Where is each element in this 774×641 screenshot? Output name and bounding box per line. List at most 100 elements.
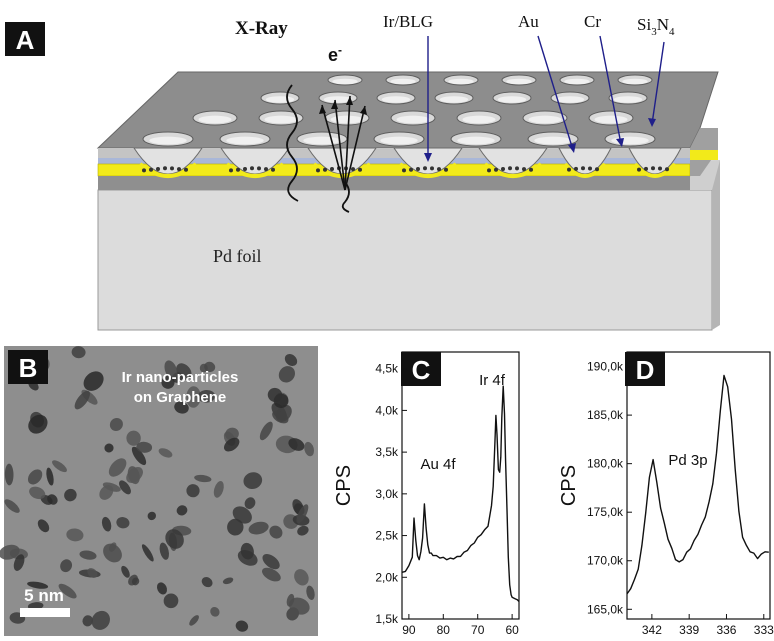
membrane-hole-inner [613,96,643,103]
tem-particle [240,542,254,560]
panel-a: A [5,12,720,331]
tem-particle [126,430,141,446]
membrane-hole-inner [390,78,416,85]
panel-d-badge-bg [625,352,665,386]
front-hole-gold-rim [633,162,677,178]
graphene-layer [98,176,690,190]
tem-particle [4,499,20,513]
ir-particle-dot [595,167,599,172]
tem-particle [82,615,93,627]
tem-particle [108,458,127,477]
peak-annotation: Pd 3p [668,452,707,469]
tem-particle [91,610,110,630]
x-axis-label: BE (eV) [425,639,495,641]
tem-particle [235,620,249,632]
ir-particle-dot [567,167,571,172]
ir-particle-dot [529,167,533,172]
membrane-hole-inner [332,78,358,85]
ir-particle-dot [149,167,153,172]
tem-particle [27,469,43,485]
ir-particle-dot [487,168,491,173]
xray-wave [286,84,299,202]
ir-particle-dot [501,167,505,171]
panel-c-letter: C [412,355,431,385]
ir-particle-dot [402,168,406,173]
tem-particle [186,484,200,498]
y-tick-label: 175,0k [587,505,624,519]
ir-particle-dot [184,167,188,172]
front-hole-gold-rim [138,162,198,178]
membrane-hole-inner [457,136,495,145]
ir-particle-dot [644,166,648,171]
membrane-hole-inner [528,115,562,124]
membrane-hole-inner [506,78,532,85]
membrane-hole-inner [555,96,585,103]
arrowhead-2 [331,100,338,109]
tem-particle [60,559,73,573]
xray-label: X-Ray [235,18,288,39]
y-tick-label: 190,0k [587,360,624,374]
panel-b-letter: B [19,353,38,383]
ir-particle-dot [142,168,146,173]
front-hole-gold-rim [483,162,543,178]
electron-arrow-3 [344,95,351,191]
x-tick-label: 342 [642,623,662,637]
ir-particle-dot [437,167,441,172]
tem-particle [296,504,309,524]
panel-b-caption-line1: Ir nano-particles [122,369,239,386]
tem-particle [119,480,131,495]
ir-particle-dot [271,167,275,172]
label-arrowheads [424,118,656,162]
y-tick-label: 3,0k [375,487,399,501]
membrane-stack [96,71,719,190]
au-layer-side [690,150,718,160]
pd-foil-label: Pd foil [213,246,262,266]
cr-layer-front [98,158,690,164]
panel-c-badge-bg [401,352,441,386]
au-label: Au [518,12,539,31]
pd-foil-side [712,160,720,330]
x-axis-label: BE (eV) [663,639,733,641]
ir-particle-dot [522,167,526,172]
y-tick-label: 3,5k [375,445,399,459]
front-hole-gold-rim [398,162,458,178]
ir-particle-dot [170,166,174,171]
cr-leader [599,35,622,145]
tem-particle [284,353,298,367]
electron-arrowheads [319,96,367,115]
tem-particle [52,460,67,473]
peak-annotation: Au 4f [420,456,456,473]
tem-particle [141,544,154,562]
ir-particle-dot [229,168,233,173]
xray-path [286,84,367,213]
peak-annotation: Ir 4f [479,372,506,389]
tem-particle [194,474,212,483]
ir-particle-dot [358,167,362,172]
ir-particle-dot [588,166,592,171]
ir-particle-dot [243,167,247,171]
xray-exit-wave [341,181,350,213]
tem-particle [79,550,97,560]
au-leader [537,35,574,151]
ir-particle-dot [316,168,320,173]
membrane-hole-inner [564,78,590,85]
ir-blg-label: Ir/BLG [383,12,433,31]
x-tick-label: 60 [505,623,519,637]
panel-a-badge: A [5,22,45,56]
y-tick-label: 165,0k [587,602,624,616]
y-tick-label: 2,0k [375,570,399,584]
tem-particle [27,581,49,589]
arrowhead-3 [346,96,353,105]
tem-particle [304,441,315,457]
y-tick-label: 2,5k [375,529,399,543]
membrane-hole-inner [149,136,187,145]
spectrum-line [626,374,769,595]
panel-b: B Ir nano-particles on Graphene 5 nm [0,346,318,636]
ir-particle-dot [163,166,167,171]
arrowhead-4 [360,106,367,115]
membrane-hole-inner [265,96,295,103]
tem-particle [243,472,263,489]
front-hole-gold-rim [563,162,607,178]
tem-particle [28,414,48,434]
